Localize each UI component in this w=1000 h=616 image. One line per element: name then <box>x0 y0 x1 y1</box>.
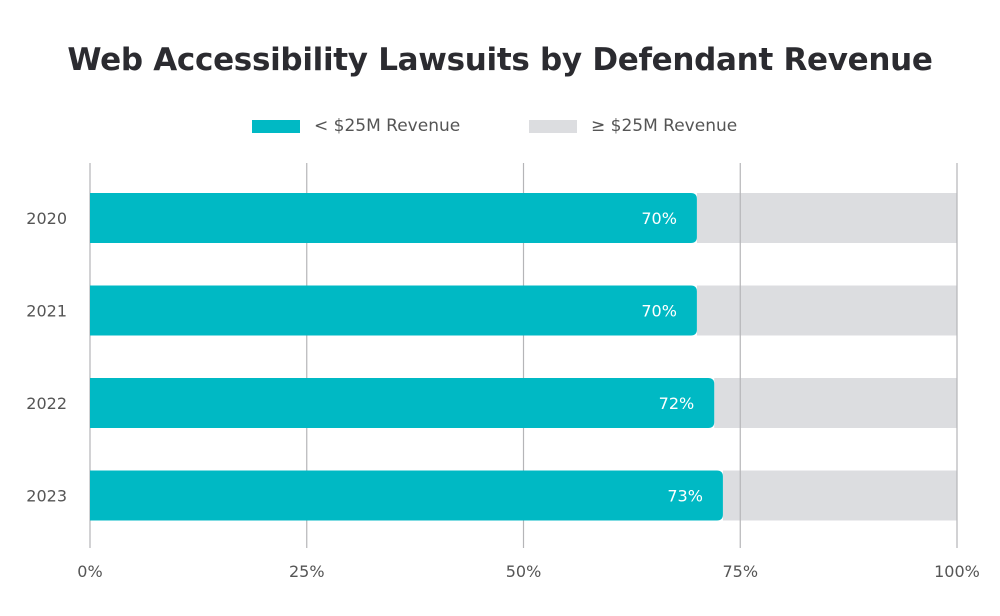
y-tick-label-2020: 2020 <box>26 209 67 228</box>
legend-label-large-revenue: ≥ $25M Revenue <box>591 116 738 136</box>
y-tick-label-2023: 2023 <box>26 487 67 506</box>
data-label-2020: 70% <box>641 209 677 228</box>
data-label-2023: 73% <box>667 487 703 506</box>
bar-large-revenue-2022 <box>714 378 957 428</box>
y-tick-label-2021: 2021 <box>26 302 67 321</box>
chart-title: Web Accessibility Lawsuits by Defendant … <box>67 42 933 78</box>
bar-small-revenue-2020 <box>90 193 697 243</box>
bar-small-revenue-2023 <box>90 470 723 521</box>
data-label-2021: 70% <box>641 302 677 321</box>
legend-label-small-revenue: < $25M Revenue <box>314 116 461 136</box>
bar-large-revenue-2021 <box>696 285 957 336</box>
legend-item-large-revenue: ≥ $25M Revenue <box>529 116 737 136</box>
bar-small-revenue-2021 <box>90 285 697 336</box>
x-tick-label: 0% <box>77 562 102 581</box>
x-tick-label: 100% <box>934 562 980 581</box>
bar-large-revenue-2023 <box>722 470 957 521</box>
legend-swatch-small-revenue <box>252 119 300 133</box>
y-tick-label-2022: 2022 <box>26 394 67 413</box>
x-tick-label: 75% <box>722 562 758 581</box>
legend-swatch-large-revenue <box>529 119 577 133</box>
bar-small-revenue-2022 <box>90 378 715 428</box>
bar-large-revenue-2020 <box>696 193 957 243</box>
x-tick-label: 50% <box>506 562 542 581</box>
x-tick-label: 25% <box>289 562 325 581</box>
data-label-2022: 72% <box>659 394 695 413</box>
legend-item-small-revenue: < $25M Revenue <box>252 116 460 136</box>
